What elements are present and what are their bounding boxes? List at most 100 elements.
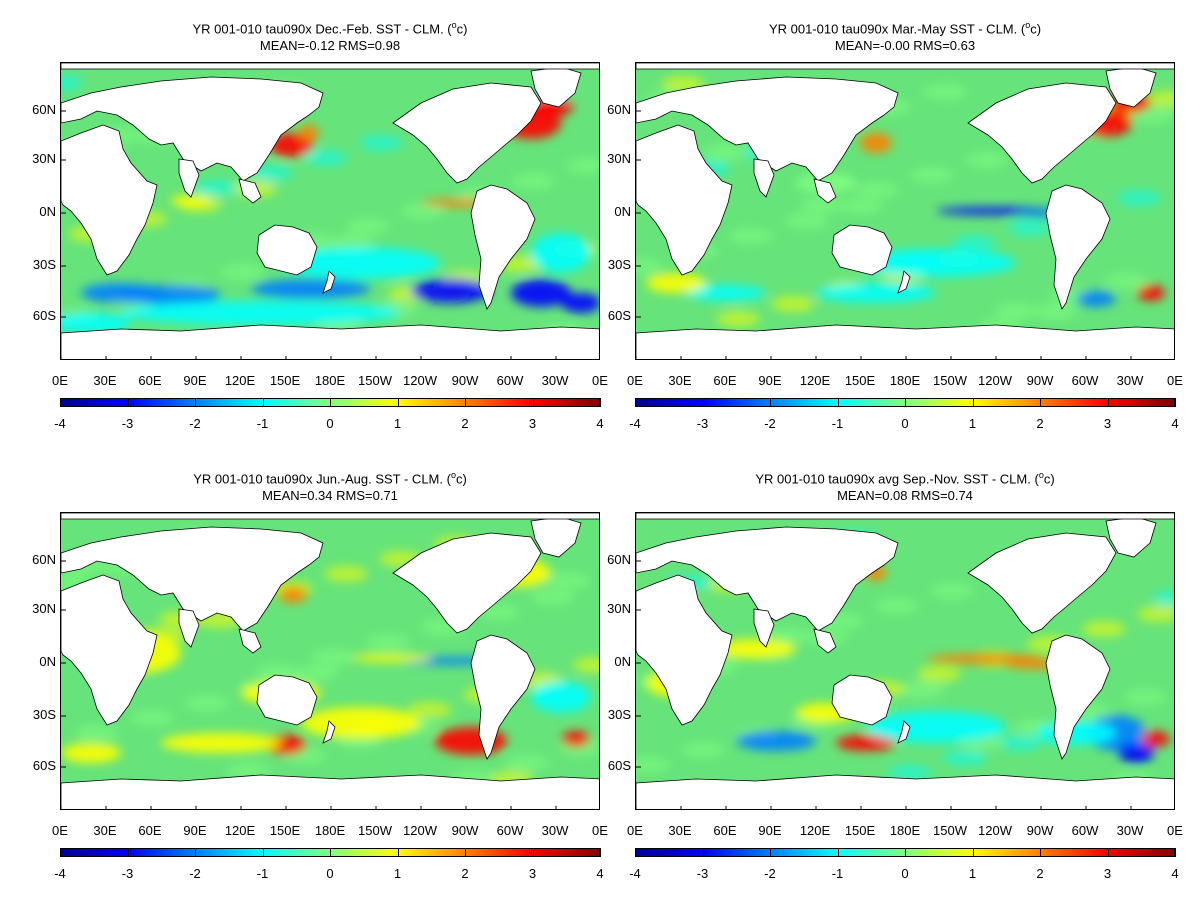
anomaly-blob [161,733,281,753]
land-europe_asia [636,76,899,182]
colorbar-tick-mark [465,848,466,857]
lon-label: 180E [889,373,921,388]
colorbar-tick-mark [770,398,771,407]
land-masses [61,63,599,359]
land-se_asia [813,178,837,204]
map-title: YR 001-010 tau090x Dec.-Feb. SST - CLM. … [0,17,660,37]
colorbar-tick-mark [972,848,974,857]
land-africa [636,574,733,726]
colorbar-tick-label: 2 [1036,416,1044,431]
colorbar-tick-label: -2 [764,866,776,881]
lat-label: 30S [607,707,631,722]
anomaly-blob [171,195,211,207]
map-canvas [61,513,599,809]
colorbar-tick-label: -2 [189,416,201,431]
land-europe_asia [61,76,324,182]
lon-label: 150W [358,373,392,388]
anomaly-blob [1076,291,1116,307]
land-australia [256,674,318,726]
lon-label: 30E [668,823,692,838]
land-arctic_bits [61,513,599,520]
anomaly-blob [301,707,421,739]
lat-label: 60S [32,758,56,773]
lon-label: 0E [1167,373,1183,388]
map-canvas [61,63,599,359]
colorbar-tick-mark [972,398,974,407]
anomaly-blob [351,654,431,662]
lon-label: 150E [269,373,301,388]
lon-label: 90W [451,823,479,838]
lon-label: 120W [403,373,437,388]
anomaly-blob [251,279,371,299]
lon-label: 30E [93,823,117,838]
colorbar-tick-label: -2 [189,866,201,881]
lon-label: 0E [627,373,643,388]
anomaly-blob [736,731,816,751]
anomaly-blob [816,283,936,303]
lon-label: 60W [1071,373,1099,388]
land-africa [636,124,733,276]
colorbar-tick-label: -3 [696,416,709,431]
lat-label: 0N [614,654,631,669]
colorbar-tick-label: 0 [326,416,334,431]
anomaly-blob [562,731,590,747]
land-africa [61,574,158,726]
colorbar-tick-mark [1040,848,1041,857]
map-stats: MEAN=-0.00 RMS=0.63 [834,38,976,53]
land-antarctica [61,324,599,359]
lon-label: 90E [758,373,782,388]
map-panel-mam: YR 001-010 tau090x Mar.-May SST - CLM. (… [575,0,1183,450]
anomaly-blob [561,293,599,313]
anomaly-blob [1137,285,1165,301]
land-nz [322,720,336,744]
colorbar-tick-mark [702,398,704,407]
title-unit: c) [456,21,468,37]
colorbar-tick-label: -4 [629,416,641,431]
lon-label: 0E [52,373,68,388]
lon-label: 90W [1026,823,1054,838]
lon-label: 150E [269,823,301,838]
colorbar-tick-mark [195,848,196,857]
map-title: YR 001-010 tau090x Jun.-Aug. SST - CLM. … [0,467,660,487]
map-canvas [636,63,1174,359]
sst-anomaly-map [635,62,1175,360]
colorbar-tick-label: 1 [393,416,402,431]
colorbar-tick-label: -1 [831,416,844,431]
map-panel-jja: YR 001-010 tau090x Jun.-Aug. SST - CLM. … [0,450,608,900]
map-panel-djf: YR 001-010 tau090x Dec.-Feb. SST - CLM. … [0,0,608,450]
title-unit-degree: o [1025,20,1031,30]
land-antarctica [61,774,599,809]
sst-anomaly-map [635,512,1175,810]
land-arctic_bits [636,63,1174,70]
lat-label: 0N [39,654,56,669]
lon-label: 60W [496,823,524,838]
anomaly-blob [716,639,796,659]
lon-label: 0E [592,373,608,388]
colorbar-tick-label: 4 [596,866,604,881]
land-se_asia [813,628,837,654]
title-text: YR 001-010 tau090x Dec.-Feb. SST - CLM. … [192,21,452,37]
anomaly-blob [279,587,307,603]
title-text: YR 001-010 tau090x Jun.-Aug. SST - CLM. … [193,471,451,487]
lon-label: 180E [314,823,346,838]
colorbar-tick-mark [397,398,399,407]
colorbar-tick-label: 2 [1036,866,1044,881]
colorbar-tick-label: -3 [696,866,709,881]
colorbar-tick-label: -2 [764,416,776,431]
colorbar-tick-label: -1 [256,866,269,881]
lon-label: 30E [668,373,692,388]
colorbar-tick-mark [532,848,534,857]
lat-label: 0N [39,204,56,219]
land-nz [322,270,336,294]
lat-label: 30S [32,257,56,272]
map-title: YR 001-010 tau090x avg Sep.-Nov. SST - C… [575,467,1200,487]
colorbar-tick-mark [770,848,771,857]
anomaly-blob [686,285,766,301]
lon-label: 150E [844,373,876,388]
anomaly-blob [61,313,131,333]
colorbar-tick-mark [195,398,196,407]
lat-label: 30N [32,601,56,616]
land-india [178,608,200,648]
lat-label: 60N [607,102,631,117]
land-north_america [967,82,1117,184]
